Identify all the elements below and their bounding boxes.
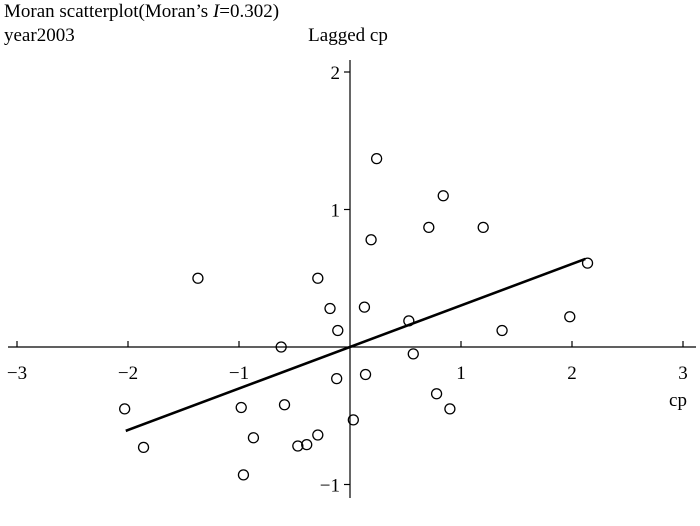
data-point: [423, 221, 435, 234]
ticks: −3 −2 −1 1 2 3 −1 1 2: [7, 63, 688, 497]
x-tick-label: 1: [456, 363, 466, 384]
data-point: [496, 324, 508, 337]
data-point: [247, 432, 260, 444]
data-point: [359, 368, 372, 381]
x-tick-label: 3: [678, 363, 688, 384]
y-axis-label: Lagged cp: [308, 25, 388, 46]
data-point: [444, 403, 456, 415]
regression-line: [125, 257, 586, 433]
y-tick-label: 1: [331, 201, 341, 222]
chart-title-prefix: Moran scatterplot(Moran’s: [4, 1, 213, 22]
chart-subtitle: year2003: [4, 25, 75, 46]
x-tick-label: −1: [229, 363, 249, 384]
data-point: [365, 234, 377, 246]
data-point: [312, 272, 324, 284]
data-point: [358, 301, 371, 313]
chart-title-suffix: =0.302): [219, 1, 280, 22]
data-point: [477, 221, 489, 234]
data-point: [235, 401, 247, 414]
data-points: [119, 152, 594, 481]
data-point: [437, 190, 449, 202]
x-tick-label: 2: [567, 363, 577, 384]
x-tick-label: −2: [118, 363, 138, 384]
data-point: [324, 302, 336, 315]
x-tick-label: −3: [7, 363, 27, 384]
y-tick-label: −1: [320, 476, 340, 497]
data-point: [237, 469, 250, 481]
data-point: [407, 348, 419, 360]
data-point: [581, 257, 594, 269]
data-point: [278, 399, 291, 411]
data-point: [192, 272, 204, 284]
data-point: [301, 438, 313, 451]
y-tick-label: 2: [331, 63, 341, 84]
chart-title-italic: I: [212, 1, 220, 22]
axes: [8, 60, 696, 498]
data-point: [430, 388, 443, 400]
regression-line-layer: [125, 257, 586, 433]
data-point: [137, 441, 150, 454]
data-point: [370, 152, 383, 165]
data-point: [331, 372, 343, 385]
chart-title: Moran scatterplot(Moran’s I=0.302): [4, 0, 279, 24]
data-point: [332, 324, 344, 337]
data-point: [275, 341, 287, 353]
data-point: [312, 429, 324, 441]
data-point: [564, 311, 576, 323]
data-point: [347, 414, 359, 426]
x-axis-label: cp: [669, 390, 687, 411]
data-point: [403, 315, 415, 327]
data-point: [292, 440, 304, 452]
chart-title-block: Moran scatterplot(Moran’s I=0.302) year2…: [4, 0, 279, 48]
data-point: [119, 403, 131, 415]
